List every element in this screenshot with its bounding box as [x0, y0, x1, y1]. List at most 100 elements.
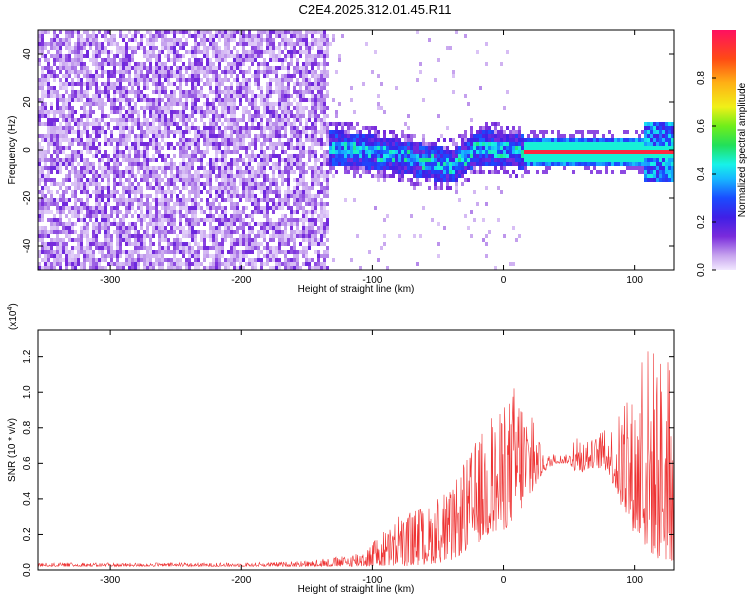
- heatmap-cell: [224, 262, 227, 266]
- heatmap-cell: [68, 118, 71, 122]
- heatmap-cell: [263, 154, 266, 158]
- heatmap-cell: [212, 142, 215, 146]
- heatmap-cell: [230, 190, 233, 194]
- heatmap-cell: [131, 258, 134, 262]
- heatmap-cell: [227, 86, 230, 90]
- heatmap-cell: [293, 186, 296, 190]
- heatmap-cell: [149, 242, 152, 246]
- heatmap-cell: [428, 170, 431, 174]
- heatmap-cell: [170, 98, 173, 102]
- heatmap-cell: [323, 110, 326, 114]
- heatmap-cell: [368, 142, 371, 146]
- heatmap-cell: [335, 114, 338, 118]
- heatmap-cell: [140, 174, 143, 178]
- heatmap-cell: [170, 110, 173, 114]
- heatmap-cell: [266, 106, 269, 110]
- heatmap-cell: [380, 150, 383, 154]
- heatmap-cell: [269, 166, 272, 170]
- heatmap-cell: [68, 98, 71, 102]
- heatmap-cell: [191, 74, 194, 78]
- heatmap-cell: [299, 158, 302, 162]
- heatmap-cell: [215, 46, 218, 50]
- heatmap-cell: [299, 242, 302, 246]
- heatmap-cell: [323, 98, 326, 102]
- heatmap-cell: [278, 86, 281, 90]
- heatmap-cell: [158, 198, 161, 202]
- heatmap-cell: [356, 154, 359, 158]
- heatmap-cell: [185, 66, 188, 70]
- heatmap-cell: [119, 230, 122, 234]
- heatmap-cell: [182, 158, 185, 162]
- heatmap-cell: [110, 130, 113, 134]
- heatmap-cell: [185, 114, 188, 118]
- heatmap-cell: [242, 78, 245, 82]
- heatmap-cell: [131, 198, 134, 202]
- heatmap-cell: [434, 142, 437, 146]
- heatmap-cell: [146, 186, 149, 190]
- heatmap-cell: [179, 126, 182, 130]
- heatmap-cell: [116, 110, 119, 114]
- heatmap-cell: [305, 78, 308, 82]
- heatmap-cell: [266, 230, 269, 234]
- heatmap-cell: [338, 54, 341, 58]
- heatmap-cell: [53, 214, 56, 218]
- heatmap-cell: [47, 242, 50, 246]
- heatmap-cell: [284, 122, 287, 126]
- heatmap-cell: [239, 262, 242, 266]
- heatmap-cell: [131, 110, 134, 114]
- heatmap-cell: [185, 242, 188, 246]
- heatmap-cell: [224, 158, 227, 162]
- heatmap-cell: [314, 134, 317, 138]
- heatmap-cell: [455, 178, 458, 182]
- heatmap-cell: [350, 162, 353, 166]
- heatmap-cell: [68, 222, 71, 226]
- heatmap-cell: [110, 206, 113, 210]
- heatmap-cell: [224, 134, 227, 138]
- heatmap-cell: [332, 134, 335, 138]
- heatmap-cell: [158, 242, 161, 246]
- heatmap-cell: [50, 218, 53, 222]
- heatmap-cell: [317, 226, 320, 230]
- heatmap-cell: [80, 50, 83, 54]
- heatmap-cell: [305, 86, 308, 90]
- heatmap-cell: [323, 126, 326, 130]
- heatmap-cell: [467, 102, 470, 106]
- heatmap-cell: [95, 134, 98, 138]
- heatmap-cell: [326, 142, 329, 146]
- heatmap-cell: [128, 194, 131, 198]
- heatmap-cell: [266, 222, 269, 226]
- heatmap-cell: [278, 94, 281, 98]
- heatmap-cell: [194, 106, 197, 110]
- heatmap-cell: [194, 38, 197, 42]
- heatmap-cell: [257, 42, 260, 46]
- heatmap-cell: [179, 246, 182, 250]
- heatmap-cell: [281, 150, 284, 154]
- heatmap-cell: [125, 166, 128, 170]
- heatmap-cell: [293, 246, 296, 250]
- heatmap-cell: [119, 106, 122, 110]
- heatmap-cell: [248, 42, 251, 46]
- heatmap-cell: [290, 162, 293, 166]
- heatmap-cell: [275, 126, 278, 130]
- heatmap-cell: [254, 34, 257, 38]
- heatmap-cell: [80, 58, 83, 62]
- heatmap-cell: [314, 142, 317, 146]
- heatmap-cell: [308, 70, 311, 74]
- heatmap-cell: [98, 106, 101, 110]
- heatmap-cell: [134, 186, 137, 190]
- heatmap-cell: [194, 138, 197, 142]
- heatmap-cell: [251, 214, 254, 218]
- heatmap-cell: [290, 258, 293, 262]
- heatmap-cell: [320, 226, 323, 230]
- heatmap-cell: [80, 234, 83, 238]
- heatmap-cell: [323, 190, 326, 194]
- heatmap-cell: [194, 186, 197, 190]
- heatmap-cell: [50, 142, 53, 146]
- heatmap-cell: [44, 42, 47, 46]
- heatmap-cell: [365, 166, 368, 170]
- heatmap-cell: [293, 162, 296, 166]
- heatmap-cell: [176, 210, 179, 214]
- heatmap-cell: [197, 134, 200, 138]
- heatmap-cell: [161, 122, 164, 126]
- heatmap-cell: [80, 174, 83, 178]
